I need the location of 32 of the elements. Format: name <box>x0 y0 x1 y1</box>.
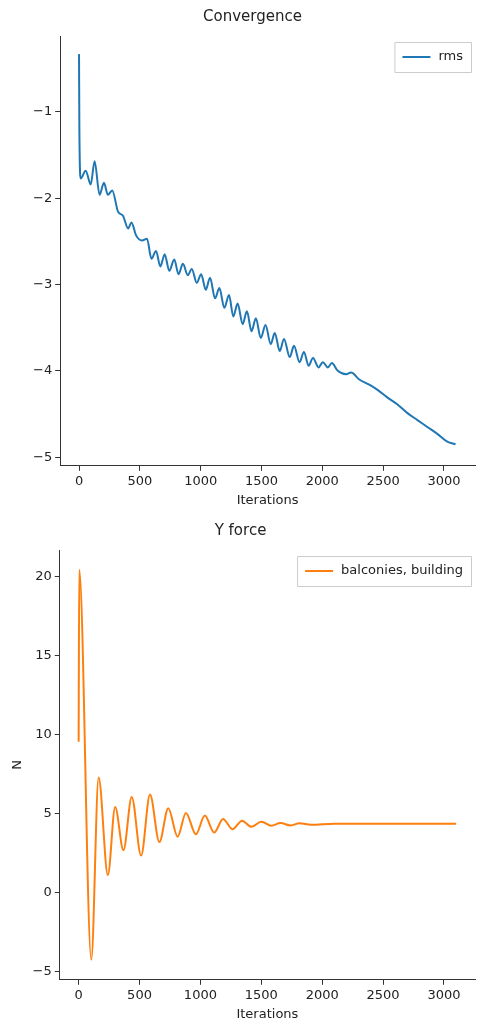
y-tick-label: 5 <box>43 805 52 821</box>
x-tick-label: 500 <box>127 472 153 488</box>
y-tick-label: −4 <box>32 362 53 378</box>
x-tick-label: 3000 <box>427 472 461 488</box>
y-tick-label: −3 <box>32 275 53 291</box>
y-tick-label: −2 <box>32 189 53 205</box>
y-tick-label: 20 <box>35 568 52 584</box>
x-tick-label: 0 <box>74 986 83 1002</box>
legend-label: rms <box>438 48 464 64</box>
x-tick-label: 1500 <box>244 986 278 1002</box>
x-tick-label: 500 <box>127 986 152 1002</box>
x-tick-label: 3000 <box>427 986 461 1002</box>
y-tick-label: −5 <box>32 963 52 979</box>
chart-title: Y force <box>213 520 267 539</box>
x-axis-title: Iterations <box>236 491 299 507</box>
x-tick-label: 1000 <box>183 986 217 1002</box>
x-tick-label: 2000 <box>305 472 339 488</box>
chart-title: Convergence <box>203 6 302 25</box>
x-tick-label: 1000 <box>184 472 218 488</box>
x-axis-title: Iterations <box>236 1005 299 1021</box>
legend-label: balconies, building <box>341 562 463 578</box>
x-tick-label: 1500 <box>244 472 279 488</box>
x-tick-label: 0 <box>74 472 84 488</box>
x-tick-label: 2000 <box>305 986 339 1002</box>
x-tick-label: 2500 <box>366 986 400 1002</box>
y-tick-label: −1 <box>32 103 53 119</box>
y-tick-label: 15 <box>35 647 52 663</box>
y-tick-label: −5 <box>32 448 53 464</box>
x-tick-label: 2500 <box>366 472 400 488</box>
y-tick-label: 0 <box>43 884 52 900</box>
y-axis-title: N <box>9 760 25 770</box>
y-tick-label: 10 <box>35 726 52 742</box>
